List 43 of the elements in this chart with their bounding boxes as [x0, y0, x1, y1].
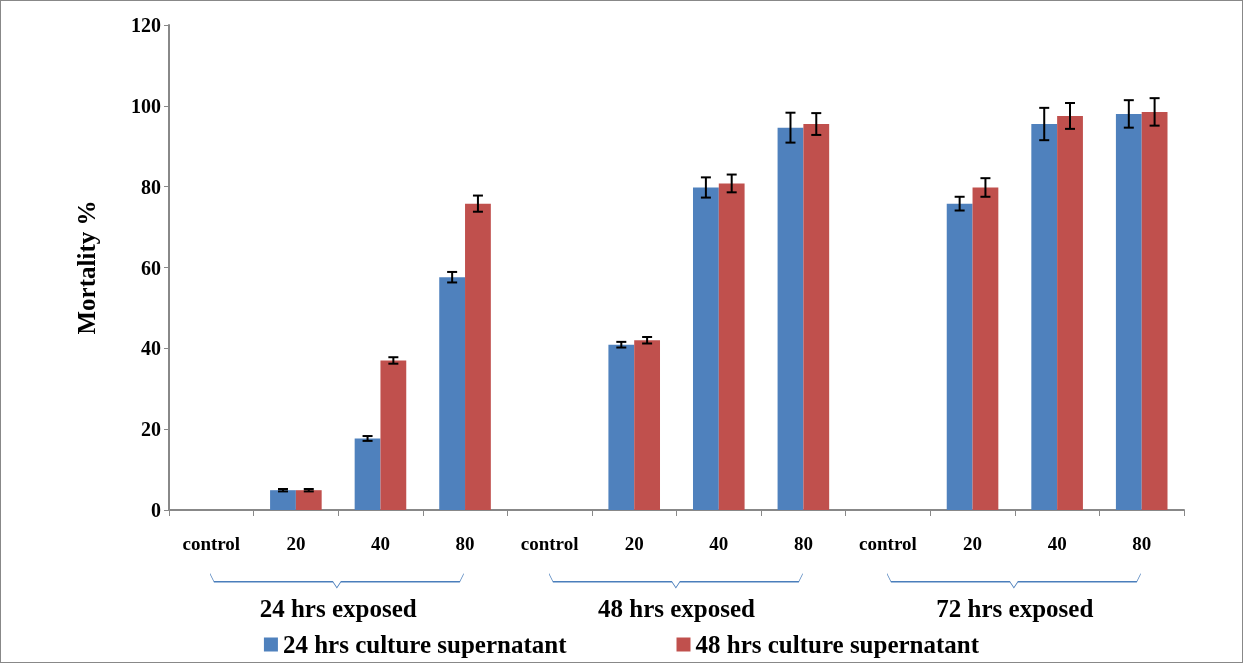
y-tick-label: 0 — [151, 499, 161, 521]
legend-label: 24 hrs culture supernatant — [282, 631, 568, 658]
y-axis-title: Mortality % — [73, 200, 100, 335]
y-tick-label: 120 — [131, 14, 161, 36]
x-tick-label: control — [520, 533, 579, 554]
bar — [465, 203, 491, 510]
bar — [1057, 115, 1083, 510]
x-tick-label: 80 — [793, 533, 813, 554]
y-tick-label: 80 — [141, 175, 161, 198]
legend-label: 48 hrs culture supernatant — [695, 631, 980, 658]
x-tick-label: control — [182, 533, 241, 554]
bar — [1031, 124, 1058, 510]
bar — [295, 490, 322, 510]
bar — [354, 438, 381, 510]
bar — [946, 203, 973, 510]
text: 48 hrs exposed — [598, 595, 756, 622]
bar — [270, 490, 296, 510]
x-tick-label: 20 — [624, 533, 644, 554]
x-tick-label: 40 — [370, 533, 390, 554]
bar — [634, 340, 661, 510]
x-tick-label: 40 — [1047, 533, 1067, 554]
x-tick-label: control — [859, 533, 917, 554]
text: 24 hrs exposed — [259, 595, 417, 622]
y-tick-label: 20 — [141, 418, 161, 441]
bar — [380, 360, 407, 510]
bar — [439, 277, 466, 510]
x-tick-label: 40 — [709, 533, 729, 554]
x-tick-label: 80 — [1132, 533, 1152, 554]
bar — [608, 344, 635, 510]
bar — [803, 124, 830, 510]
bar — [692, 187, 719, 510]
bar — [718, 183, 745, 510]
bar — [777, 127, 804, 510]
bar — [1115, 113, 1142, 510]
bar — [972, 187, 999, 510]
y-tick-label: 40 — [141, 337, 161, 360]
y-tick-label: 100 — [131, 94, 161, 117]
x-tick-label: 80 — [455, 533, 475, 554]
y-tick-label: 60 — [141, 256, 161, 279]
x-tick-label: 20 — [286, 533, 306, 554]
x-tick-label: 20 — [963, 533, 983, 554]
text: 72 hrs exposed — [936, 595, 1094, 622]
bar — [1141, 111, 1168, 510]
